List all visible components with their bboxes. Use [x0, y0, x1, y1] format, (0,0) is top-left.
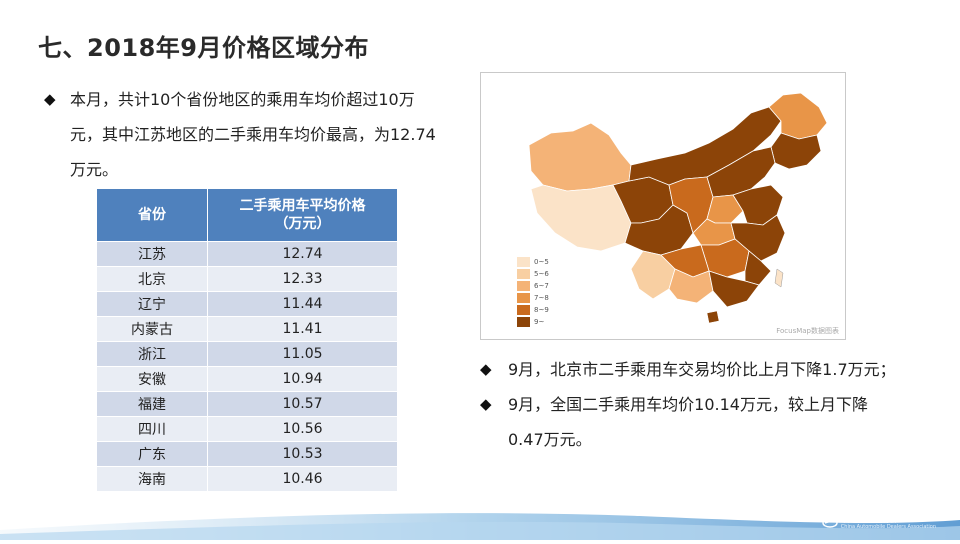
legend-swatch [517, 269, 530, 279]
notes-list: ◆ 9月，北京市二手乘用车交易均价比上月下降1.7万元； ◆ 9月，全国二手乘用… [476, 352, 896, 457]
legend-label: 7~8 [534, 294, 549, 302]
table-row: 海南 10.46 [96, 466, 398, 492]
price-cell: 10.57 [207, 391, 398, 417]
intro-paragraph: ◆ 本月，共计10个省份地区的乘用车均价超过10万元，其中江苏地区的二手乘用车均… [44, 82, 444, 187]
map-region-guangdong [708, 270, 760, 308]
legend-label: 6~7 [534, 282, 549, 290]
price-cell: 10.94 [207, 366, 398, 392]
map-region-inner-mongolia [628, 106, 782, 186]
legend-label: 9~ [534, 318, 545, 326]
table-header-price-line1: 二手乘用车平均价格 [239, 198, 366, 214]
province-cell: 福建 [96, 391, 208, 417]
province-cell: 海南 [96, 466, 208, 492]
table-header-price: 二手乘用车平均价格 （万元） [207, 188, 398, 242]
table-header-price-line2: （万元） [274, 216, 331, 232]
table-row: 四川 10.56 [96, 416, 398, 442]
legend-swatch [517, 293, 530, 303]
table-row: 安徽 10.94 [96, 366, 398, 392]
province-cell: 江苏 [96, 241, 208, 267]
price-cell: 10.56 [207, 416, 398, 442]
legend-item: 8~9 [517, 304, 549, 316]
price-cell: 12.33 [207, 266, 398, 292]
legend-item: 5~6 [517, 268, 549, 280]
province-cell: 辽宁 [96, 291, 208, 317]
association-logo-icon [822, 518, 838, 528]
legend-label: 8~9 [534, 306, 549, 314]
table-row: 江苏 12.74 [96, 241, 398, 267]
legend-swatch [517, 281, 530, 291]
legend-label: 0~5 [534, 258, 549, 266]
map-region-hainan [706, 310, 720, 324]
price-cell: 10.46 [207, 466, 398, 492]
table-row: 辽宁 11.44 [96, 291, 398, 317]
map-region-heilongjiang [768, 92, 828, 140]
price-cell: 11.41 [207, 316, 398, 342]
legend-swatch [517, 317, 530, 327]
legend-label: 5~6 [534, 270, 549, 278]
province-cell: 四川 [96, 416, 208, 442]
intro-text: 本月，共计10个省份地区的乘用车均价超过10万元，其中江苏地区的二手乘用车均价最… [70, 90, 436, 179]
price-cell: 11.44 [207, 291, 398, 317]
map-region-taiwan [774, 268, 784, 288]
map-region-tibet [530, 184, 632, 252]
legend-item: 7~8 [517, 292, 549, 304]
legend-item: 6~7 [517, 280, 549, 292]
province-cell: 浙江 [96, 341, 208, 367]
map-legend: 0~5 5~6 6~7 7~8 8~9 9~ [517, 256, 549, 328]
footer-logo: 中国汽车流通协会 China Automobile Dealers Associ… [822, 516, 936, 530]
diamond-bullet-icon: ◆ [480, 395, 492, 413]
price-cell: 12.74 [207, 241, 398, 267]
legend-swatch [517, 257, 530, 267]
footer-org-name-en: China Automobile Dealers Association [840, 524, 936, 530]
legend-item: 9~ [517, 316, 549, 328]
diamond-bullet-icon: ◆ [480, 360, 492, 378]
map-region-jilin-liaoning [770, 132, 822, 170]
note-item: ◆ 9月，北京市二手乘用车交易均价比上月下降1.7万元； [476, 352, 896, 387]
map-region-guangxi [668, 268, 714, 304]
price-cell: 11.05 [207, 341, 398, 367]
map-region-xinjiang [528, 122, 632, 192]
note-item: ◆ 9月，全国二手乘用车均价10.14万元，较上月下降0.47万元。 [476, 387, 896, 457]
table-row: 广东 10.53 [96, 441, 398, 467]
table-row: 北京 12.33 [96, 266, 398, 292]
note-text: 9月，北京市二手乘用车交易均价比上月下降1.7万元； [508, 360, 896, 379]
table-row: 福建 10.57 [96, 391, 398, 417]
footer-org-name: 中国汽车流通协会 [840, 516, 897, 524]
province-cell: 内蒙古 [96, 316, 208, 342]
price-cell: 10.53 [207, 441, 398, 467]
map-credit: FocusMap数据图表 [776, 327, 839, 335]
china-price-map: 0~5 5~6 6~7 7~8 8~9 9~ FocusMap数据图表 [480, 72, 846, 340]
note-text: 9月，全国二手乘用车均价10.14万元，较上月下降0.47万元。 [508, 395, 868, 449]
price-table: 省份 二手乘用车平均价格 （万元） 江苏 12.74 北京 12.33 辽宁 11.44 内… [96, 188, 398, 492]
table-header-province: 省份 [96, 188, 208, 242]
province-cell: 安徽 [96, 366, 208, 392]
province-cell: 北京 [96, 266, 208, 292]
table-row: 浙江 11.05 [96, 341, 398, 367]
legend-swatch [517, 305, 530, 315]
footer-wave-graphic [0, 513, 960, 540]
table-row: 内蒙古 11.41 [96, 316, 398, 342]
legend-item: 0~5 [517, 256, 549, 268]
china-map-graphic [528, 92, 828, 324]
map-region-anhui-zhejiang [730, 214, 786, 262]
diamond-bullet-icon: ◆ [44, 90, 56, 108]
footer-wave: 中国汽车流通协会 China Automobile Dealers Associ… [0, 500, 960, 540]
province-cell: 广东 [96, 441, 208, 467]
page-title: 七、2018年9月价格区域分布 [38, 34, 369, 62]
